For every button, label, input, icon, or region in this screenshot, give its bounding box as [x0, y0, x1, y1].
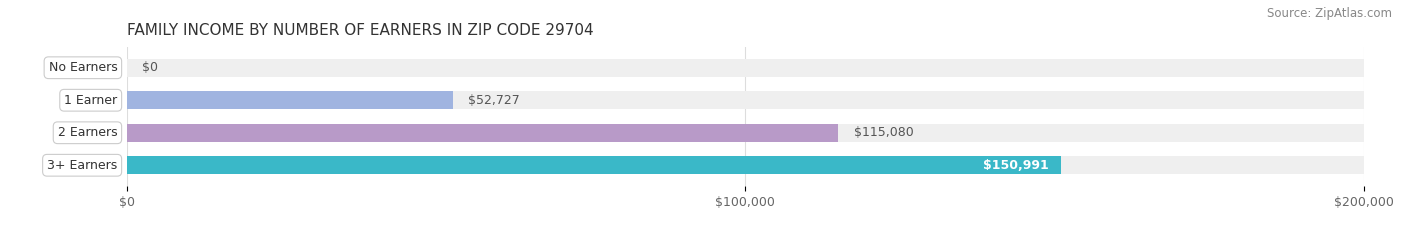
Text: 2 Earners: 2 Earners — [58, 126, 117, 139]
Text: 3+ Earners: 3+ Earners — [46, 159, 117, 172]
Bar — [127, 156, 1060, 174]
Text: 1 Earner: 1 Earner — [65, 94, 117, 107]
Bar — [127, 91, 453, 109]
Bar — [127, 91, 1364, 109]
Text: No Earners: No Earners — [49, 61, 117, 74]
Bar — [127, 124, 1364, 142]
Text: FAMILY INCOME BY NUMBER OF EARNERS IN ZIP CODE 29704: FAMILY INCOME BY NUMBER OF EARNERS IN ZI… — [127, 24, 593, 38]
Bar — [127, 59, 1364, 77]
Bar — [127, 156, 1364, 174]
Text: $115,080: $115,080 — [853, 126, 914, 139]
Text: $150,991: $150,991 — [983, 159, 1049, 172]
Text: $52,727: $52,727 — [468, 94, 520, 107]
Text: $0: $0 — [142, 61, 157, 74]
Text: Source: ZipAtlas.com: Source: ZipAtlas.com — [1267, 7, 1392, 20]
Bar — [127, 124, 838, 142]
